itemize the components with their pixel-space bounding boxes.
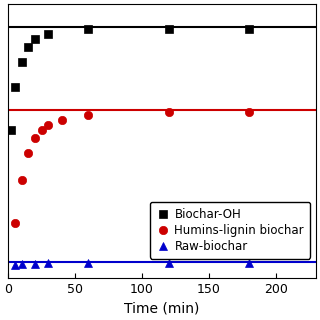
- Biochar-OH: [33, 37, 37, 41]
- Humins-lignin biochar: [86, 113, 90, 117]
- Humins-lignin biochar: [40, 128, 44, 132]
- Line: Raw-biochar: Raw-biochar: [11, 259, 253, 269]
- Humins-lignin biochar: [60, 118, 64, 122]
- Biochar-OH: [167, 28, 171, 31]
- Humins-lignin biochar: [247, 110, 251, 114]
- Biochar-OH: [86, 28, 90, 31]
- Line: Biochar-OH: Biochar-OH: [7, 25, 253, 134]
- Legend: Biochar-OH, Humins-lignin biochar, Raw-biochar: Biochar-OH, Humins-lignin biochar, Raw-b…: [150, 202, 310, 259]
- Biochar-OH: [46, 32, 50, 36]
- X-axis label: Time (min): Time (min): [124, 302, 200, 316]
- Raw-biochar: [33, 262, 37, 266]
- Biochar-OH: [13, 85, 17, 89]
- Raw-biochar: [46, 261, 50, 265]
- Biochar-OH: [247, 28, 251, 31]
- Line: Humins-lignin biochar: Humins-lignin biochar: [11, 108, 253, 227]
- Biochar-OH: [9, 128, 13, 132]
- Biochar-OH: [26, 45, 30, 49]
- Humins-lignin biochar: [26, 151, 30, 155]
- Humins-lignin biochar: [13, 221, 17, 225]
- Raw-biochar: [13, 263, 17, 267]
- Biochar-OH: [20, 60, 23, 64]
- Humins-lignin biochar: [33, 136, 37, 140]
- Raw-biochar: [86, 261, 90, 265]
- Humins-lignin biochar: [167, 110, 171, 114]
- Raw-biochar: [20, 262, 23, 266]
- Raw-biochar: [247, 261, 251, 265]
- Humins-lignin biochar: [46, 123, 50, 127]
- Humins-lignin biochar: [20, 178, 23, 182]
- Raw-biochar: [167, 261, 171, 265]
